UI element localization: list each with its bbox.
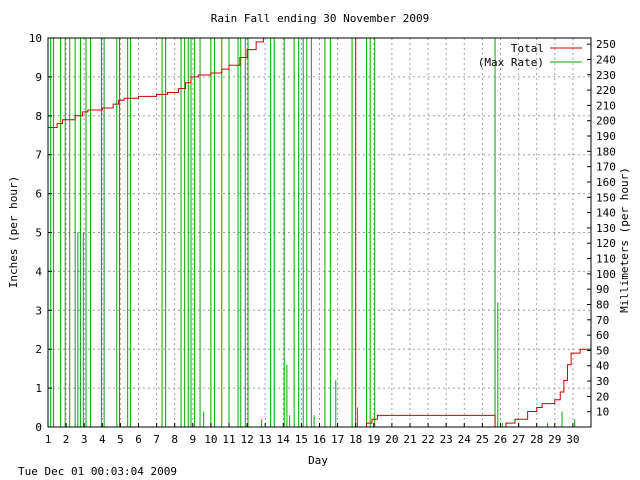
y-tick-label-left: 8 bbox=[35, 110, 42, 123]
x-tick-label: 18 bbox=[349, 433, 362, 446]
x-tick-label: 20 bbox=[385, 433, 398, 446]
x-tick-label: 27 bbox=[512, 433, 525, 446]
x-tick-label: 29 bbox=[548, 433, 561, 446]
chart-title: Rain Fall ending 30 November 2009 bbox=[211, 12, 430, 25]
y-tick-label-right: 110 bbox=[596, 253, 616, 266]
y-tick-label-left: 3 bbox=[35, 304, 42, 317]
x-tick-label: 9 bbox=[189, 433, 196, 446]
y-tick-label-left: 4 bbox=[35, 265, 42, 278]
x-axis-label: Day bbox=[308, 454, 328, 467]
x-tick-label: 25 bbox=[476, 433, 489, 446]
x-tick-label: 1 bbox=[45, 433, 52, 446]
x-tick-label: 10 bbox=[204, 433, 217, 446]
x-tick-label: 16 bbox=[313, 433, 326, 446]
x-tick-label: 26 bbox=[494, 433, 507, 446]
y-tick-label-right: 140 bbox=[596, 207, 616, 220]
y-tick-label-right: 60 bbox=[596, 329, 609, 342]
y-tick-label-right: 80 bbox=[596, 298, 609, 311]
x-tick-label: 6 bbox=[135, 433, 142, 446]
y-tick-label-right: 250 bbox=[596, 38, 616, 51]
y-tick-label-right: 180 bbox=[596, 145, 616, 158]
x-tick-label: 15 bbox=[295, 433, 308, 446]
grid-lines bbox=[48, 38, 591, 427]
y-tick-label-right: 210 bbox=[596, 99, 616, 112]
y-tick-label-right: 220 bbox=[596, 84, 616, 97]
plot-area bbox=[48, 37, 591, 428]
y-tick-label-right: 200 bbox=[596, 115, 616, 128]
x-tick-label: 13 bbox=[259, 433, 272, 446]
y-tick-label-left: 5 bbox=[35, 227, 42, 240]
y-tick-label-left: 2 bbox=[35, 343, 42, 356]
y-tick-label-left: 1 bbox=[35, 382, 42, 395]
legend: Total (Max Rate) bbox=[478, 42, 582, 69]
x-tick-label: 8 bbox=[171, 433, 178, 446]
y-tick-label-right: 100 bbox=[596, 268, 616, 281]
x-tick-label: 30 bbox=[566, 433, 579, 446]
x-tick-label: 23 bbox=[440, 433, 453, 446]
y-tick-label-right: 40 bbox=[596, 360, 609, 373]
axis-ticks: 1 2 3 4 5 6 7 8 9 10 11 12 13 14 15 16 17 18 19 20 21 22 23 24 2… bbox=[29, 32, 616, 446]
x-tick-label: 3 bbox=[81, 433, 88, 446]
legend-label-total: Total bbox=[511, 42, 544, 55]
x-tick-label: 4 bbox=[99, 433, 106, 446]
x-tick-label: 21 bbox=[403, 433, 416, 446]
x-tick-label: 12 bbox=[240, 433, 253, 446]
y-tick-label-left: 7 bbox=[35, 149, 42, 162]
x-tick-label: 11 bbox=[222, 433, 235, 446]
y-tick-label-right: 170 bbox=[596, 161, 616, 174]
y-tick-label-right: 120 bbox=[596, 237, 616, 250]
y-axis-label-left: Inches (per hour) bbox=[7, 176, 20, 289]
x-tick-label: 2 bbox=[63, 433, 70, 446]
y-tick-label-left: 6 bbox=[35, 188, 42, 201]
x-tick-label: 19 bbox=[367, 433, 380, 446]
x-tick-label: 28 bbox=[530, 433, 543, 446]
y-tick-label-right: 150 bbox=[596, 191, 616, 204]
x-tick-label: 24 bbox=[458, 433, 472, 446]
y-tick-label-right: 130 bbox=[596, 222, 616, 235]
y-tick-label-right: 30 bbox=[596, 375, 609, 388]
y-tick-label-right: 20 bbox=[596, 390, 609, 403]
total-line bbox=[48, 37, 591, 428]
x-tick-label: 5 bbox=[117, 433, 124, 446]
y-axis-label-right: Millimeters (per hour) bbox=[618, 167, 631, 313]
y-tick-label-right: 90 bbox=[596, 283, 609, 296]
y-tick-label-right: 50 bbox=[596, 344, 609, 357]
legend-label-max-rate: (Max Rate) bbox=[478, 56, 544, 69]
x-tick-label: 22 bbox=[421, 433, 434, 446]
y-tick-label-right: 160 bbox=[596, 176, 616, 189]
y-tick-label-right: 190 bbox=[596, 130, 616, 143]
x-tick-label: 17 bbox=[331, 433, 344, 446]
x-tick-label: 7 bbox=[153, 433, 160, 446]
y-tick-label-right: 10 bbox=[596, 406, 609, 419]
x-tick-label: 14 bbox=[277, 433, 291, 446]
timestamp-footer: Tue Dec 01 00:03:04 2009 bbox=[18, 465, 177, 478]
y-tick-label-left: 10 bbox=[29, 32, 42, 45]
y-tick-label-right: 240 bbox=[596, 53, 616, 66]
y-tick-label-left: 9 bbox=[35, 71, 42, 84]
y-tick-label-right: 70 bbox=[596, 314, 609, 327]
y-tick-label-right: 230 bbox=[596, 69, 616, 82]
y-tick-label-left: 0 bbox=[35, 421, 42, 434]
